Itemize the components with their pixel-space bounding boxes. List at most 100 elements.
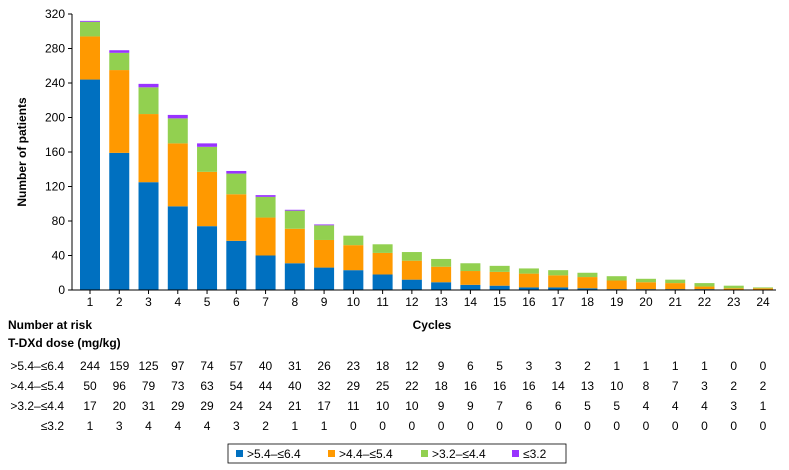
bar-segment	[343, 270, 364, 290]
risk-value: 0	[555, 419, 562, 433]
risk-value: 2	[760, 379, 767, 393]
bar-segment	[694, 283, 715, 287]
risk-value: 4	[672, 399, 679, 413]
bar-segment	[343, 245, 364, 271]
x-tick-label: 14	[464, 295, 478, 309]
risk-value: 25	[376, 379, 390, 393]
risk-value: 32	[317, 379, 331, 393]
bar-segment	[226, 240, 247, 290]
x-tick-label: 9	[321, 295, 328, 309]
y-tick-label: 280	[45, 42, 65, 56]
risk-value: 97	[171, 359, 185, 373]
bar-segment	[723, 288, 744, 290]
risk-value: 16	[493, 379, 507, 393]
risk-value: 74	[200, 359, 214, 373]
bar-segment	[518, 287, 539, 290]
risk-value: 4	[145, 419, 152, 433]
risk-value: 40	[288, 379, 302, 393]
bar-segment	[635, 278, 656, 283]
bar-segment	[197, 171, 218, 227]
risk-value: 9	[438, 399, 445, 413]
risk-value: 0	[701, 419, 708, 433]
risk-value: 18	[376, 359, 390, 373]
risk-value: 5	[613, 399, 620, 413]
risk-value: 4	[204, 419, 211, 433]
bar-segment	[284, 209, 305, 211]
bar-segment	[694, 286, 715, 290]
x-tick-label: 23	[727, 295, 741, 309]
risk-value: 0	[496, 419, 503, 433]
x-tick-label: 8	[291, 295, 298, 309]
bar-segment	[138, 182, 159, 290]
risk-value: 4	[701, 399, 708, 413]
risk-value: 2	[730, 379, 737, 393]
x-tick-label: 2	[116, 295, 123, 309]
risk-value: 1	[291, 419, 298, 433]
bar-segment	[518, 268, 539, 274]
x-tick-label: 10	[347, 295, 361, 309]
bar-segment	[167, 206, 188, 290]
bar-segment	[753, 288, 773, 290]
bar-segment	[723, 285, 744, 289]
risk-value: 0	[643, 419, 650, 433]
bar-segment	[548, 275, 569, 288]
bar-segment	[255, 195, 276, 197]
x-tick-label: 19	[610, 295, 624, 309]
risk-row-label: >3.2–≤4.4	[10, 399, 64, 413]
bar-segment	[255, 255, 276, 290]
x-tick-label: 12	[405, 295, 419, 309]
risk-value: 0	[467, 419, 474, 433]
bar-segment	[80, 36, 100, 80]
legend-swatch	[512, 450, 519, 457]
risk-value: 0	[730, 419, 737, 433]
bar-segment	[109, 152, 130, 290]
risk-value: 1	[87, 419, 94, 433]
y-tick-label: 120	[45, 180, 65, 194]
x-tick-label: 15	[493, 295, 507, 309]
x-tick-label: 6	[233, 295, 240, 309]
risk-value: 1	[321, 419, 328, 433]
y-axis-label: Number of patients	[15, 97, 29, 207]
bar-segment	[197, 143, 218, 147]
risk-value: 4	[643, 399, 650, 413]
risk-value: 40	[259, 359, 273, 373]
bar-segment	[109, 50, 130, 53]
bar-segment	[314, 225, 335, 240]
risk-value: 3	[555, 359, 562, 373]
y-tick-label: 40	[52, 249, 66, 263]
x-tick-label: 24	[756, 295, 770, 309]
risk-value: 4	[174, 419, 181, 433]
risk-value: 10	[405, 399, 419, 413]
risk-value: 0	[526, 419, 533, 433]
risk-value: 3	[730, 399, 737, 413]
risk-value: 26	[317, 359, 331, 373]
legend-swatch	[421, 450, 428, 457]
risk-value: 18	[434, 379, 448, 393]
x-tick-label: 5	[204, 295, 211, 309]
bar-segment	[372, 274, 393, 290]
bar-segment	[372, 252, 393, 275]
legend-label: >4.4–≤5.4	[339, 447, 393, 461]
bar-segment	[460, 271, 481, 285]
y-tick-label: 240	[45, 76, 65, 90]
x-tick-label: 7	[262, 295, 269, 309]
x-tick-label: 22	[698, 295, 712, 309]
bar-segment	[255, 217, 276, 256]
bar-segment	[167, 118, 188, 144]
risk-value: 7	[672, 379, 679, 393]
legend-swatch	[328, 450, 335, 457]
risk-value: 73	[171, 379, 185, 393]
x-tick-label: 13	[434, 295, 448, 309]
risk-row-label: ≤3.2	[41, 419, 65, 433]
bar-segment	[606, 276, 627, 281]
legend-label: ≤3.2	[523, 447, 547, 461]
risk-value: 10	[376, 399, 390, 413]
bar-segment	[460, 284, 481, 290]
risk-value: 159	[109, 359, 129, 373]
risk-value: 31	[142, 399, 156, 413]
bar-segment	[167, 143, 188, 207]
bar-segment	[489, 265, 510, 272]
bar-segment	[138, 83, 159, 88]
legend-swatch	[236, 450, 243, 457]
bar-segment	[401, 260, 422, 280]
